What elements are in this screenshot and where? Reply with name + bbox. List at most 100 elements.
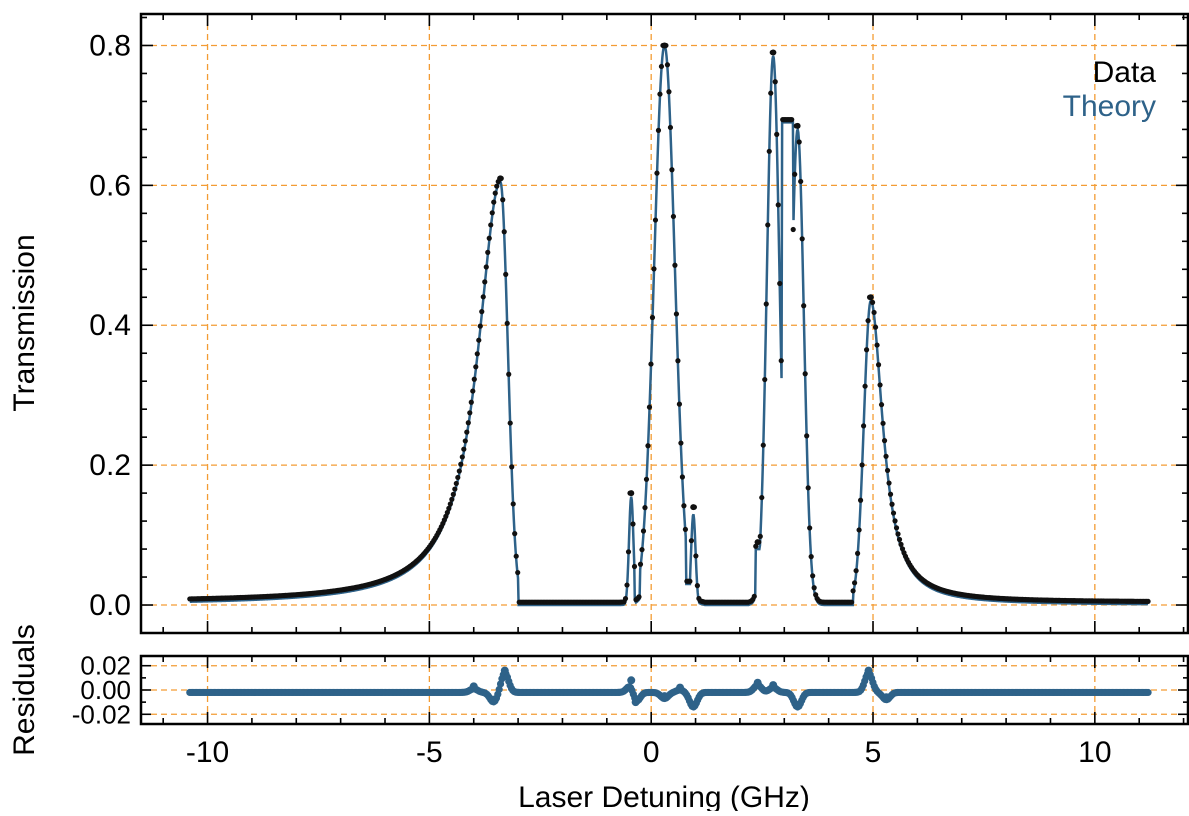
data-point (808, 554, 814, 560)
data-point (453, 480, 459, 487)
data-point (856, 527, 862, 533)
data-point (805, 485, 811, 491)
data-point (849, 599, 855, 605)
data-point (482, 279, 488, 285)
data-point (477, 323, 483, 329)
legend: Data Theory (1063, 56, 1157, 123)
residual-feature-point (753, 678, 762, 687)
data-point (804, 433, 810, 439)
data-point (777, 280, 783, 287)
data-point (682, 526, 689, 533)
data-peak-point (628, 490, 635, 497)
residual-plot-series (186, 666, 1152, 711)
data-point (669, 167, 675, 173)
main-plot-series (187, 42, 1151, 607)
residual-plot-ticks (141, 656, 1188, 724)
data-peak-point (794, 122, 801, 129)
residual-y-axis-label: Residuals (8, 624, 41, 756)
data-point (630, 521, 636, 527)
data-point (449, 496, 455, 502)
residual-point (1144, 688, 1152, 697)
data-point (850, 588, 856, 594)
residual-point (495, 685, 503, 693)
data-point (631, 563, 638, 570)
data-point (775, 202, 781, 208)
data-point (506, 371, 512, 377)
data-point (880, 420, 886, 426)
main-y-tick-label: 0.2 (89, 449, 131, 482)
data-point (878, 402, 885, 408)
residual-y-tick-label: 0.02 (80, 651, 131, 681)
data-point (760, 442, 766, 448)
residual-feature-point (793, 700, 802, 709)
data-point (757, 533, 763, 539)
data-point (666, 89, 672, 95)
data-point (871, 309, 877, 316)
data-point (693, 553, 699, 559)
data-point (869, 299, 876, 305)
main-plot-ticks (141, 14, 1188, 634)
x-tick-label: 5 (865, 736, 882, 769)
data-point (657, 91, 663, 97)
x-tick-label: -5 (416, 736, 443, 769)
tick-labels: -10 -5 0 5 10 0.0 0.2 0.4 0.6 0.8 -0.020.000.02 (72, 29, 1112, 769)
data-point (501, 229, 507, 235)
data-point (789, 117, 795, 123)
main-y-axis-label: Transmission (8, 234, 41, 411)
data-point (670, 213, 677, 220)
data-point (664, 62, 671, 68)
data-point (467, 410, 473, 416)
data-point (654, 170, 660, 176)
data-point (807, 525, 813, 531)
data-point (486, 235, 492, 241)
data-point (473, 364, 479, 370)
data-point (636, 594, 642, 600)
data-point (622, 595, 629, 602)
data-point (857, 497, 864, 503)
data-peak-point (770, 49, 777, 56)
data-point (763, 301, 769, 307)
data-point (643, 476, 650, 482)
residual-feature-point (676, 683, 685, 692)
data-point (678, 440, 684, 446)
residual-feature-point (769, 681, 778, 690)
data-point (860, 423, 867, 429)
data-point (494, 183, 500, 189)
data-point (479, 309, 485, 315)
data-point (500, 197, 506, 203)
data-point (649, 314, 656, 321)
data-point (875, 362, 882, 368)
residual-feature-point (689, 700, 698, 709)
data-point (456, 468, 462, 474)
data-point (637, 561, 644, 567)
residual-feature-point (469, 682, 478, 691)
data-point (459, 454, 465, 460)
data-point (461, 446, 467, 452)
data-point (778, 358, 784, 364)
data-point (886, 480, 892, 486)
residual-y-tick-label: -0.02 (72, 699, 131, 729)
data-point (796, 139, 802, 145)
data-point (765, 222, 771, 228)
data-point (510, 501, 516, 507)
data-point (646, 404, 653, 410)
residual-y-tick-label: 0.00 (80, 675, 131, 705)
data-point (694, 583, 700, 589)
data-point (446, 505, 452, 511)
data-peak-point (661, 42, 668, 49)
data-point (480, 294, 486, 300)
data-point (889, 501, 895, 507)
data-point (681, 503, 687, 509)
data-point (890, 510, 897, 516)
data-point (642, 505, 648, 511)
data-point (651, 266, 657, 272)
x-axis-label: Laser Detuning (GHz) (518, 781, 810, 811)
data-point (772, 79, 778, 85)
data-point (458, 461, 464, 467)
data-point (768, 90, 774, 96)
main-y-tick-label: 0.0 (89, 589, 131, 622)
data-point (676, 401, 683, 407)
data-point (872, 324, 879, 330)
residual-feature-point (882, 693, 891, 702)
